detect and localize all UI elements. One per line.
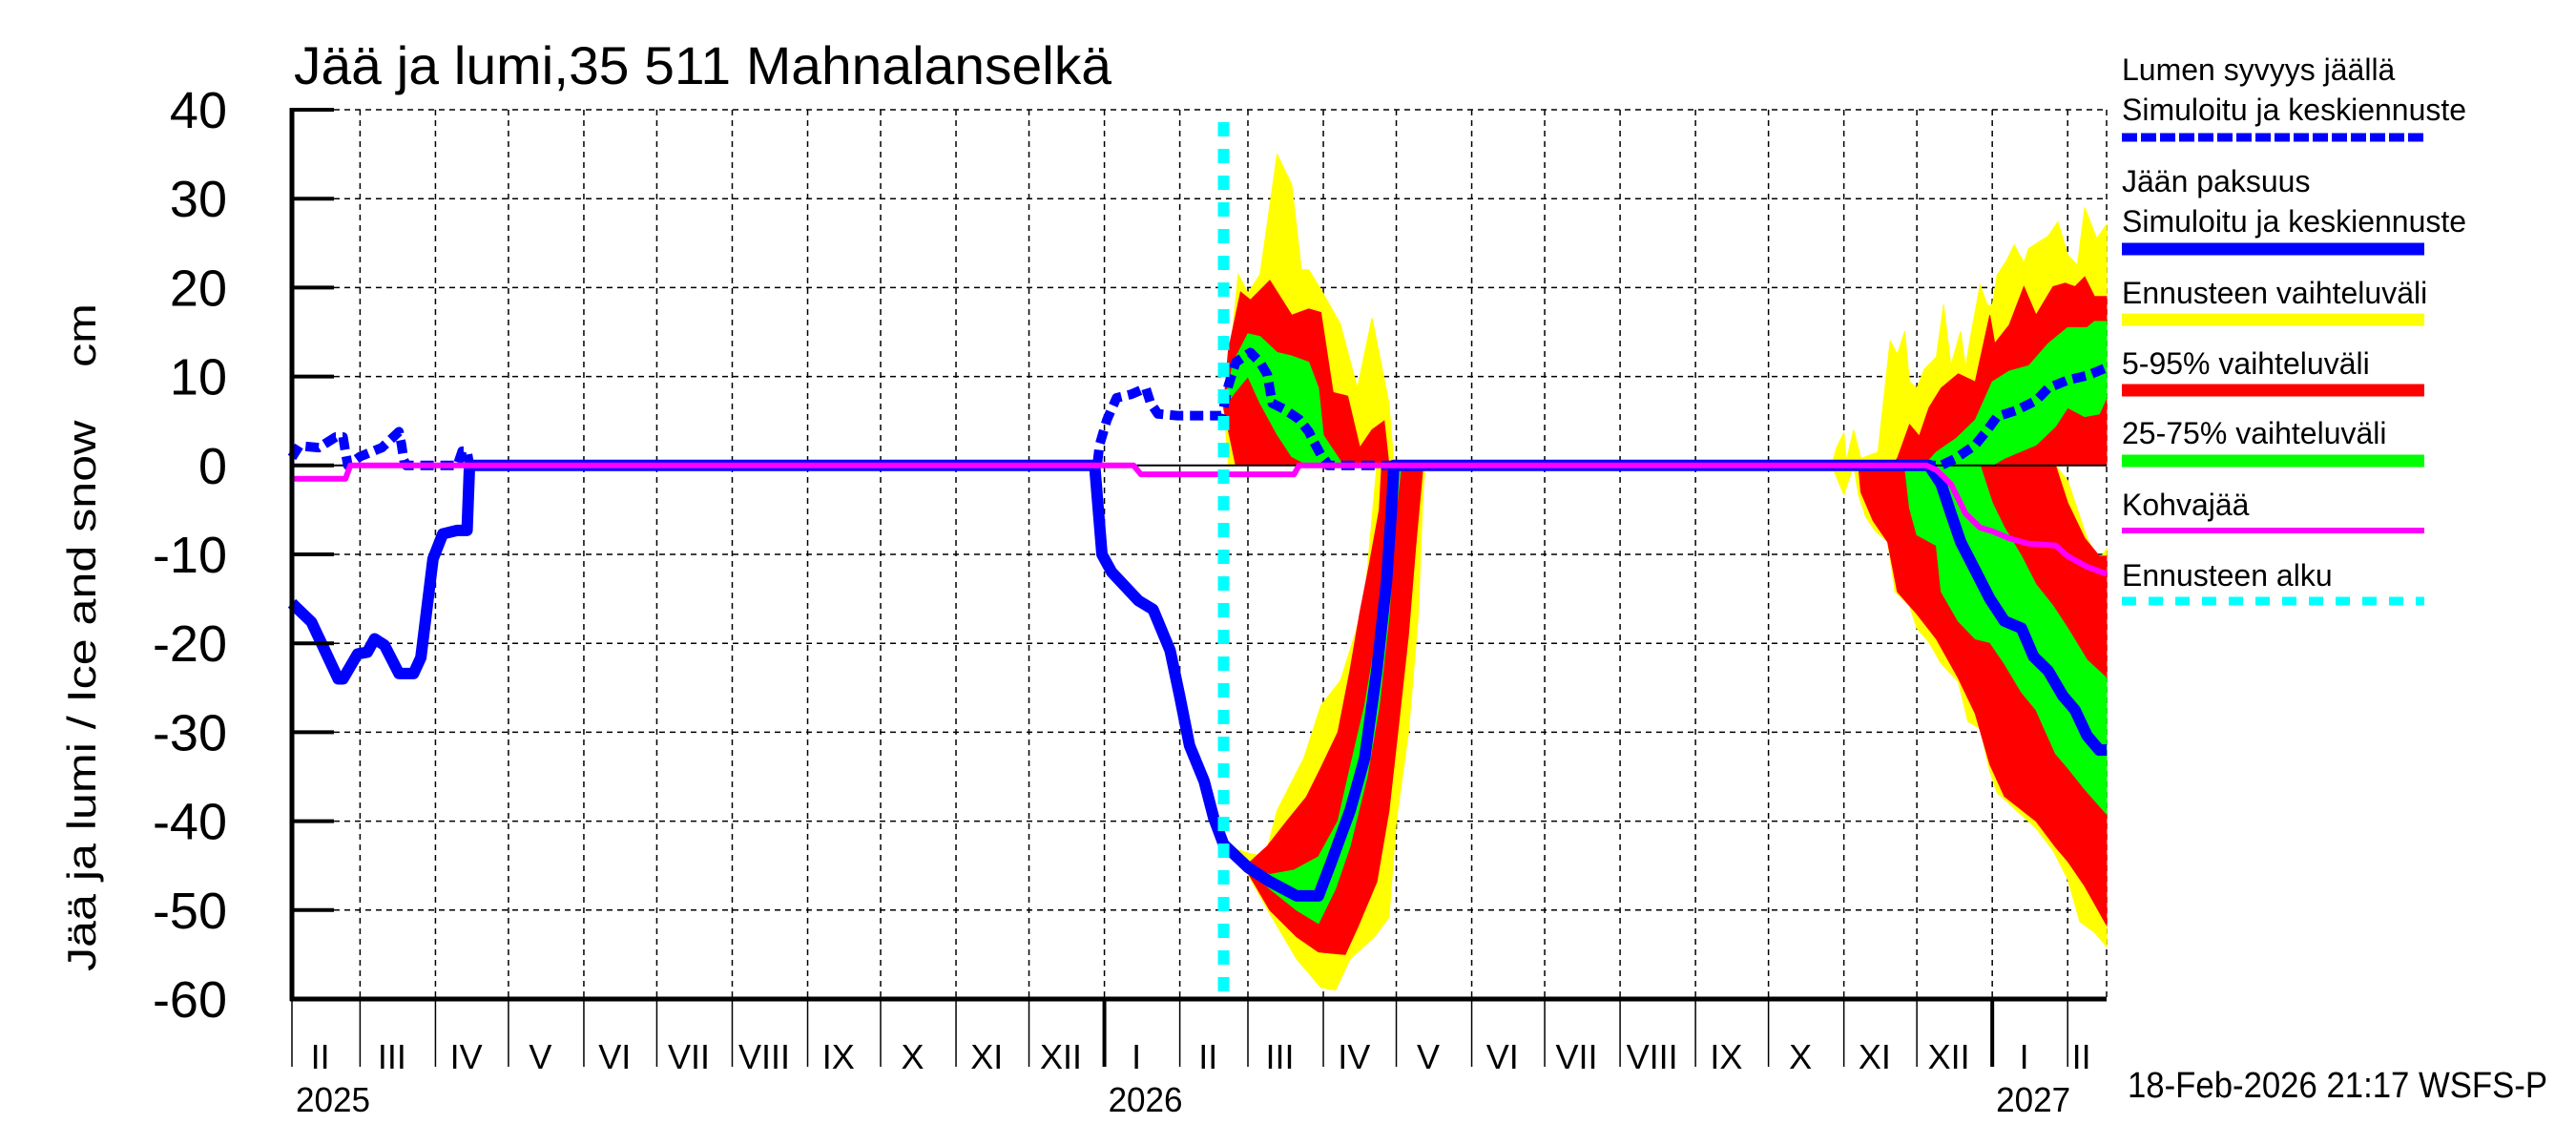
month-label: XI (1859, 1037, 1891, 1076)
legend-slush-ice: Kohvajää (2122, 488, 2250, 522)
y-tick-label: 10 (170, 349, 227, 406)
band-range-25-75 (1903, 465, 2108, 816)
legend-forecast-start: Ennusteen alku (2122, 558, 2333, 593)
legend-ice-title: Jään paksuus (2122, 164, 2310, 198)
legend: Lumen syvyys jäällä Simuloitu ja keskien… (2122, 52, 2466, 606)
month-label: II (2072, 1037, 2091, 1076)
month-label: II (311, 1037, 330, 1076)
y-tick-label: -20 (153, 615, 227, 673)
year-label: 2025 (296, 1080, 370, 1119)
month-label: IV (450, 1037, 483, 1076)
y-tick-label: -50 (153, 883, 227, 940)
legend-range-full: Ennusteen vaihteluväli (2122, 276, 2427, 310)
month-label: VII (1556, 1037, 1598, 1076)
y-tick-label: -60 (153, 971, 227, 1029)
y-axis-label: Jää ja lumi / Ice and snow cm (59, 303, 104, 971)
x-tick-labels: II III IV V VI VII VIII IX X XI XII I II III IV V VI VII V… (296, 1037, 2091, 1119)
y-tick-label: -30 (153, 704, 227, 761)
y-tick-label: 30 (170, 171, 227, 228)
y-tick-label: 0 (198, 438, 227, 495)
month-label: VIII (1627, 1037, 1678, 1076)
year-label: 2026 (1109, 1080, 1183, 1119)
y-tick-label: 40 (170, 82, 227, 139)
band-range-5-95 (1858, 465, 2108, 927)
month-label: X (1789, 1037, 1812, 1076)
axes (289, 108, 2107, 1067)
month-label: IX (822, 1037, 855, 1076)
month-label: XI (970, 1037, 1003, 1076)
legend-range-25-75: 25-75% vaihteluväli (2122, 416, 2387, 450)
month-label: V (1417, 1037, 1440, 1076)
y-tick-label: -40 (153, 794, 227, 851)
month-label: IV (1338, 1037, 1370, 1076)
y-tick-label: -10 (153, 527, 227, 584)
month-label: IX (1710, 1037, 1742, 1076)
year-label: 2027 (1996, 1080, 2070, 1119)
month-label: I (1132, 1037, 1141, 1076)
month-label: VI (598, 1037, 631, 1076)
series-lines (287, 122, 2109, 999)
band-range-25-75 (1922, 321, 2108, 467)
month-label: III (1266, 1037, 1295, 1076)
series-snow (287, 347, 2109, 470)
month-label: V (529, 1037, 551, 1076)
legend-range-5-95: 5-95% vaihteluväli (2122, 346, 2370, 381)
month-label: II (1198, 1037, 1217, 1076)
month-label: VI (1486, 1037, 1519, 1076)
month-label: III (378, 1037, 406, 1076)
month-label: VII (668, 1037, 710, 1076)
month-label: VIII (738, 1037, 790, 1076)
month-label: XII (1040, 1037, 1082, 1076)
legend-ice-sub: Simuloitu ja keskiennuste (2122, 204, 2466, 239)
legend-snow-sub: Simuloitu ja keskiennuste (2122, 93, 2466, 127)
series-ice (287, 459, 2107, 902)
series-slush-ice (292, 462, 2109, 577)
y-tick-labels: 40 30 20 10 0 -10 -20 -30 -40 -50 -60 (153, 82, 227, 1029)
chart-title: Jää ja lumi,35 511 Mahnalanselkä (294, 35, 1112, 95)
month-label: XII (1928, 1037, 1970, 1076)
y-tick-label: 20 (170, 260, 227, 317)
timestamp: 18-Feb-2026 21:17 WSFS-P (2128, 1066, 2547, 1106)
grid (292, 109, 2108, 999)
month-label: X (902, 1037, 924, 1076)
legend-snow-title: Lumen syvyys jäällä (2122, 52, 2396, 87)
month-label: I (2020, 1037, 2029, 1076)
